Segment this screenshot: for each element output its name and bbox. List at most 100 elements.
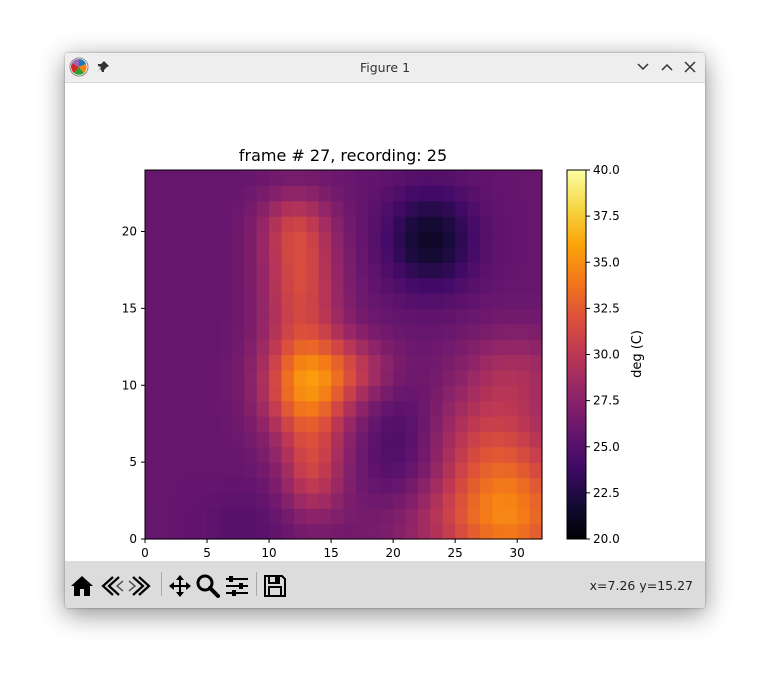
heatmap-cell [405,170,419,186]
heatmap-cell [343,246,357,263]
heatmap-cell [231,400,245,417]
heatmap-cell [393,246,407,263]
heatmap-cell [281,492,295,509]
heatmap-cell [517,339,531,356]
pin-icon[interactable] [96,60,110,74]
heatmap-cell [244,416,258,432]
heatmap-cell [405,523,419,540]
heatmap-cell [256,308,270,325]
heatmap-cell [231,431,245,448]
heatmap-cell [529,231,543,248]
heatmap-cell [455,431,469,448]
zoom-icon[interactable] [195,573,221,599]
heatmap-cell [492,446,506,463]
heatmap-cell [281,277,295,294]
colorbar-tick-label: 27.5 [593,394,620,408]
heatmap-cell [219,369,233,386]
colorbar-tick-label: 25.0 [593,440,620,454]
heatmap-cell [207,477,221,494]
heatmap-cell [405,216,419,233]
heatmap-cell [306,262,320,279]
heatmap-cell [417,262,431,279]
heatmap-cell [442,293,456,309]
heatmap-cell [479,354,493,371]
heatmap-cell [306,293,320,309]
save-icon[interactable] [262,573,288,599]
heatmap-cell [306,277,320,294]
heatmap-cell [529,277,543,294]
heatmap-cell [331,170,345,186]
heatmap-cell [343,400,357,417]
figure-canvas[interactable]: frame # 27, recording: 25 0 5 10 15 20 25 30 0… [65,83,705,561]
heatmap-cell [207,339,221,356]
heatmap-cell [492,323,506,340]
heatmap-cell [430,477,444,494]
heatmap-cell [194,216,208,233]
title-bar[interactable]: Figure 1 [65,53,705,83]
heatmap-cell [219,523,233,540]
heatmap-cell [417,369,431,386]
heatmap-cell [169,385,183,402]
heatmap-cell [442,308,456,325]
heatmap-cell [244,277,258,294]
configure-subplots-icon[interactable] [224,573,250,599]
heatmap-cell [368,385,382,402]
heatmap-cell [430,339,444,356]
heatmap-cell [380,308,394,325]
heatmap-cell [256,385,270,402]
heatmap-cell [231,462,245,479]
heatmap-cell [529,185,543,202]
heatmap-cell [467,508,481,525]
heatmap-cell [504,354,518,371]
maximize-icon[interactable] [659,59,675,75]
x-tick-label: 15 [323,546,338,560]
heatmap-cell [355,400,369,417]
heatmap-cell [529,508,543,525]
close-icon[interactable] [682,59,698,75]
back-icon[interactable] [99,573,125,599]
heatmap-cell [355,354,369,371]
toolbar-separator [161,572,162,596]
heatmap-cell [182,446,196,463]
heatmap-cell [368,231,382,248]
heatmap-cell [194,416,208,432]
heatmap-cell [343,277,357,294]
heatmap-cell [182,262,196,279]
heatmap-cell [405,277,419,294]
heatmap-cell [331,385,345,402]
heatmap-cell [293,308,307,325]
heatmap-cell [479,431,493,448]
heatmap-cell [455,308,469,325]
heatmap-cell [219,185,233,202]
heatmap-cell [207,416,221,432]
heatmap-cell [517,354,531,371]
forward-icon[interactable] [127,573,153,599]
heatmap-cell [479,277,493,294]
heatmap-cell [417,185,431,202]
heatmap-cell [417,293,431,309]
heatmap-cell [219,416,233,432]
heatmap-cell [318,308,332,325]
heatmap-cell [256,446,270,463]
heatmap-cell [492,339,506,356]
heatmap-cell [467,323,481,340]
heatmap-cell [355,369,369,386]
pan-icon[interactable] [167,573,193,599]
heatmap-cell [182,339,196,356]
heatmap-cell [417,462,431,479]
heatmap-cell [405,185,419,202]
home-icon[interactable] [69,573,95,599]
heatmap-cell [244,385,258,402]
heatmap-cell [194,385,208,402]
heatmap-cell [517,246,531,263]
heatmap-cell [293,200,307,217]
heatmap-cell [293,400,307,417]
heatmap-cell [455,492,469,509]
heatmap-cell [355,446,369,463]
heatmap-cell [219,262,233,279]
heatmap-cell [442,400,456,417]
heatmap-cell [529,492,543,509]
minimize-icon[interactable] [635,59,651,75]
heatmap-cell [430,354,444,371]
heatmap-cell [269,385,283,402]
